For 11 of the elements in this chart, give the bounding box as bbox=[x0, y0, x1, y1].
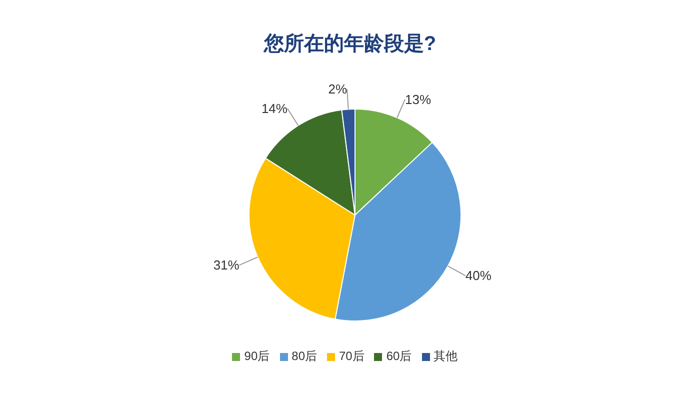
data-label: 31% bbox=[213, 258, 240, 273]
legend-label: 70后 bbox=[339, 349, 364, 363]
legend-label: 80后 bbox=[292, 349, 317, 363]
data-label: 14% bbox=[261, 101, 288, 116]
data-label: 40% bbox=[465, 268, 492, 284]
legend-label: 90后 bbox=[244, 349, 270, 363]
legend-label: 60后 bbox=[386, 349, 412, 363]
legend-label: 其他 bbox=[434, 349, 458, 363]
chart-title: 您所在的年龄段是? bbox=[262, 32, 438, 57]
data-label: 2% bbox=[328, 82, 348, 97]
data-label: 13% bbox=[405, 92, 432, 107]
